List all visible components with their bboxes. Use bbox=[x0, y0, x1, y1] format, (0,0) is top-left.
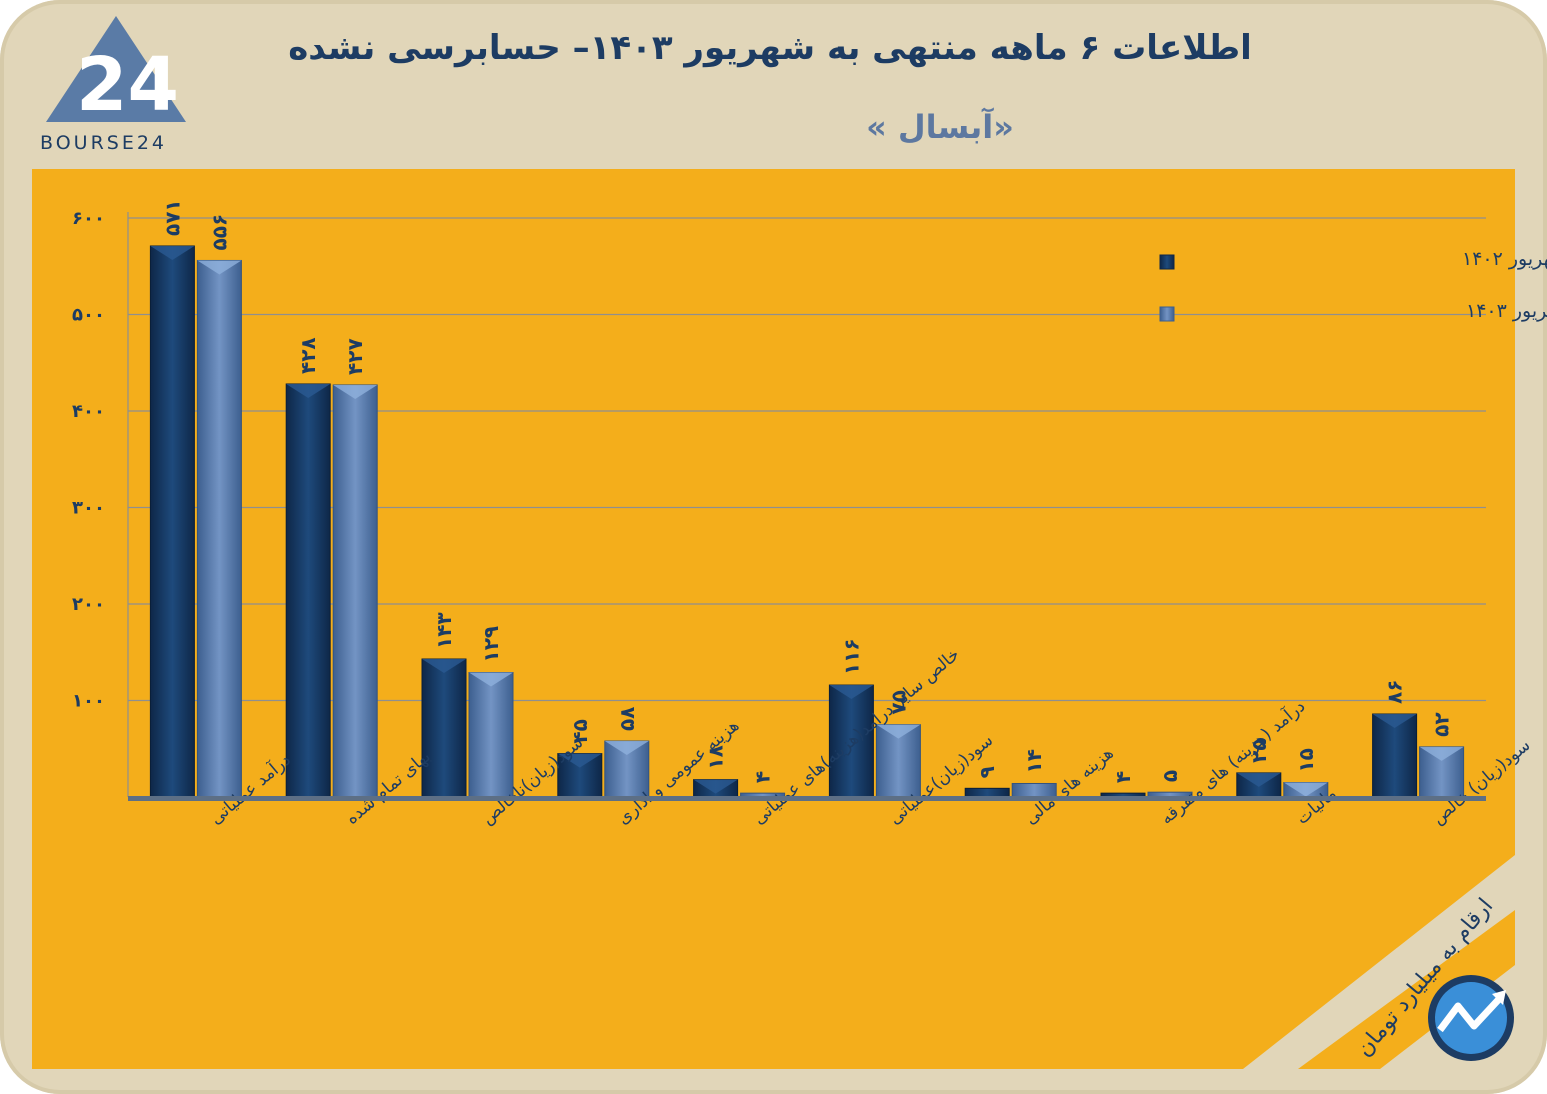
bar-bevel bbox=[693, 779, 738, 794]
bar-bevel bbox=[604, 741, 649, 756]
value-label: ۷۵ bbox=[886, 690, 910, 714]
trend-icon bbox=[1428, 975, 1514, 1061]
bar-bevel bbox=[876, 724, 921, 739]
bar-bevel bbox=[197, 260, 242, 275]
y-tick-label: ۲۰۰ bbox=[72, 594, 105, 615]
chart-panel bbox=[32, 169, 1515, 1069]
bar-1402 bbox=[421, 658, 467, 798]
chart-title: اطلاعات ۶ ماهه منتهی به شهریور ۱۴۰۳– حسا… bbox=[288, 28, 1252, 68]
y-tick-label: ۳۰۰ bbox=[72, 498, 105, 519]
value-label: ۱۸ bbox=[704, 745, 728, 769]
legend-swatch-1403 bbox=[1159, 306, 1175, 322]
value-label: ۵۸ bbox=[615, 707, 639, 731]
y-tick-label: ۱۰۰ bbox=[72, 691, 105, 712]
legend-swatch-1402 bbox=[1159, 254, 1175, 270]
bar-bevel bbox=[1372, 714, 1417, 729]
value-label: ۱۱۶ bbox=[839, 638, 863, 675]
y-tick-label: ۵۰۰ bbox=[72, 305, 105, 326]
bar-1402 bbox=[149, 245, 195, 798]
y-tick-label: ۴۰۰ bbox=[72, 401, 105, 422]
value-label: ۴ bbox=[751, 771, 775, 783]
bar-bevel bbox=[469, 672, 513, 687]
svg-text:24: 24 bbox=[76, 42, 179, 128]
bar-bevel bbox=[1236, 772, 1281, 787]
value-label: ۵۷۱ bbox=[160, 199, 184, 236]
value-label: ۴۲۸ bbox=[296, 337, 320, 374]
legend: عملکرد منتهی به شهریور ۱۴۰۲ عملکرد منتهی… bbox=[1159, 248, 1547, 322]
bar-bevel bbox=[829, 685, 874, 700]
bar-bevel bbox=[333, 384, 378, 399]
brand-name: BOURSE24 bbox=[40, 132, 168, 154]
bar-bevel bbox=[1283, 782, 1328, 797]
value-label: ۱۴ bbox=[1022, 749, 1046, 773]
value-label: ۵ bbox=[1158, 770, 1182, 782]
value-label: ۴ bbox=[1111, 771, 1135, 783]
value-label: ۲۵ bbox=[1247, 738, 1271, 762]
category-label: درآمد (هزینه) های متفرقه bbox=[1156, 695, 1310, 829]
bar-bevel bbox=[286, 383, 331, 398]
bar-1402 bbox=[285, 383, 331, 798]
value-label: ۴۲۷ bbox=[343, 338, 367, 375]
legend-label-1402: عملکرد منتهی به شهریور ۱۴۰۲ bbox=[1462, 248, 1547, 270]
bar-bevel bbox=[1419, 746, 1464, 761]
value-label: ۱۵ bbox=[1294, 748, 1318, 772]
company-name: «آبسال » bbox=[866, 108, 1014, 146]
bar-1403 bbox=[468, 672, 514, 798]
value-label: ۹ bbox=[975, 766, 999, 778]
bar-1403 bbox=[196, 259, 242, 798]
y-tick-label: ۶۰۰ bbox=[72, 208, 105, 229]
bar-bevel bbox=[422, 659, 466, 674]
value-label: ۵۵۶ bbox=[207, 214, 231, 251]
value-label: ۸۶ bbox=[1383, 680, 1407, 704]
bar-bevel bbox=[557, 753, 602, 768]
bar-bevel bbox=[150, 245, 195, 260]
bar-1402 bbox=[964, 787, 1010, 798]
corner-strip bbox=[1243, 855, 1515, 1069]
bar-1403 bbox=[332, 384, 378, 798]
value-label: ۴۵ bbox=[568, 719, 592, 743]
value-label: ۱۴۳ bbox=[432, 612, 456, 649]
value-label: ۱۲۹ bbox=[479, 626, 503, 663]
x-axis-line bbox=[128, 796, 1486, 801]
bourse24-logo: 24 bbox=[46, 16, 186, 128]
value-label: ۵۲ bbox=[1430, 712, 1454, 736]
legend-label-1403: عملکرد منتهی به شهریور ۱۴۰۳ bbox=[1466, 300, 1547, 322]
bar-1402 bbox=[828, 684, 874, 798]
